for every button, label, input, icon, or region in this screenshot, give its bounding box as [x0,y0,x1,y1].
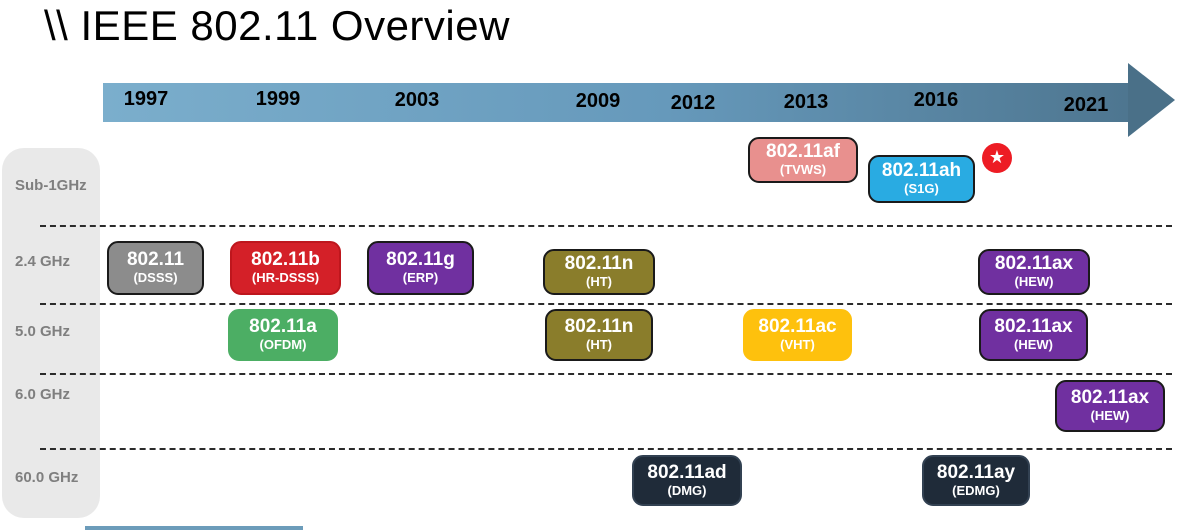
standard-box-802.11b-24ghz: 802.11b (HR-DSSS) [230,241,341,295]
standard-name: 802.11g [386,249,455,271]
standard-subtitle: (HT) [586,337,612,353]
timeline-bar [103,83,1128,122]
timeline-arrowhead-icon [1128,63,1175,137]
timeline-year-2012: 2012 [670,92,716,114]
standard-box-802.11ah-sub1ghz: 802.11ah (S1G) [868,155,975,203]
standard-name: 802.11n [564,253,634,275]
standard-box-802.11ac-50ghz: 802.11ac (VHT) [743,309,852,361]
star-icon: ★ [988,147,1006,167]
star-badge: ★ [982,143,1012,173]
standard-name: 802.11ad [647,461,727,483]
band-label-5-0-ghz: 5.0 GHz [15,323,71,340]
standard-box-802.11ax-50ghz: 802.11ax (HEW) [979,309,1088,361]
standard-box-802.11af-sub1ghz: 802.11af (TVWS) [748,137,858,183]
standard-subtitle: (DMG) [667,482,707,498]
standard-box-802.11a-50ghz: 802.11a (OFDM) [228,309,338,361]
band-separator-1 [40,225,1172,227]
standard-name: 802.11ay [936,461,1016,483]
standard-name: 802.11a [249,316,317,338]
standard-subtitle: (HEW) [1014,337,1053,353]
standard-box-802.11ax-60ghz: 802.11ax (HEW) [1055,380,1165,432]
frequency-band-panel [2,148,100,518]
standard-name: 802.11ah [881,160,962,182]
page-title: \\ IEEE 802.11 Overview [44,2,510,49]
standard-subtitle: (HT) [586,274,612,290]
timeline-year-2021: 2021 [1063,94,1109,116]
standard-subtitle: (VHT) [780,337,815,353]
standard-box-802.11g-24ghz: 802.11g (ERP) [367,241,474,295]
band-label-60-0-ghz: 60.0 GHz [15,469,79,486]
standard-box-802.11n-50ghz: 802.11n (HT) [545,309,653,361]
standard-name: 802.11ax [994,316,1073,338]
band-label-2-4-ghz: 2.4 GHz [15,253,71,270]
standard-box-802.11ad-600ghz: 802.11ad (DMG) [632,455,742,506]
standard-box-802.11ax-24ghz: 802.11ax (HEW) [978,249,1090,295]
standard-subtitle: (TVWS) [779,162,827,178]
standard-subtitle: (EDMG) [952,482,1000,498]
standard-name: 802.11ax [994,253,1074,275]
band-separator-2 [40,303,1172,305]
band-label-sub-1ghz: Sub-1GHz [15,177,87,194]
standard-name: 802.11ac [758,316,837,338]
timeline-year-1999: 1999 [255,88,301,110]
timeline-year-2016: 2016 [913,89,959,111]
bottom-accent-bar [85,526,303,530]
standard-subtitle: (HR-DSSS) [251,270,320,286]
timeline-year-1997: 1997 [123,88,169,110]
standard-subtitle: (OFDM) [259,337,307,353]
standard-name: 802.11 [126,249,185,271]
standard-box-802.11n-24ghz: 802.11n (HT) [543,249,655,295]
standard-name: 802.11ax [1070,387,1150,409]
standard-subtitle: (S1G) [904,181,939,197]
timeline-year-2009: 2009 [575,90,621,112]
band-separator-3 [40,373,1172,375]
standard-subtitle: (DSSS) [133,270,178,286]
timeline-year-2013: 2013 [783,91,829,113]
standard-subtitle: (ERP) [402,270,439,286]
standard-box-802.11ay-600ghz: 802.11ay (EDMG) [922,455,1030,506]
standard-name: 802.11n [564,316,634,338]
timeline-year-2003: 2003 [394,89,440,111]
standard-subtitle: (HEW) [1014,274,1054,290]
standard-box-802.11-24ghz: 802.11 (DSSS) [107,241,204,295]
standard-subtitle: (HEW) [1090,408,1130,424]
band-label-6-0-ghz: 6.0 GHz [15,386,71,403]
standard-name: 802.11af [766,141,840,163]
band-separator-4 [40,448,1172,450]
standard-name: 802.11b [251,249,320,271]
